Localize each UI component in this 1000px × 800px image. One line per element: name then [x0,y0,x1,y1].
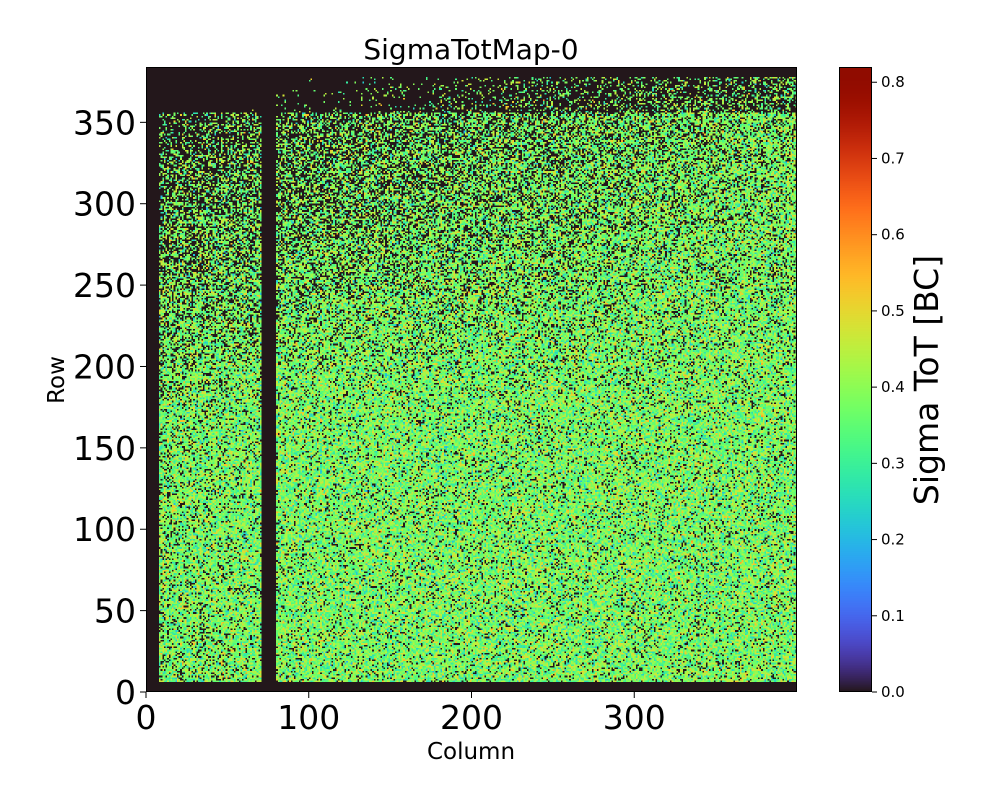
colorbar-tick-label: 0.3 [881,454,905,472]
colorbar-frame [839,67,872,692]
colorbar-tick-label: 0.1 [881,607,905,625]
colorbar-tick-label: 0.7 [881,149,905,167]
colorbar-gradient [839,67,872,692]
colorbar-tick-label: 0.2 [881,531,905,549]
colorbar-ticks: 0.0 0.1 0.2 0.3 0.4 0.5 0.6 0.7 0.8 [872,73,905,701]
y-tick-label: 350 [73,103,136,142]
x-tick-label: 300 [603,698,666,737]
x-tick-label: 100 [277,698,340,737]
colorbar-tick-label: 0.8 [881,73,905,91]
y-tick-label: 50 [94,592,136,631]
colorbar-label: Sigma ToT [BC] [907,255,946,505]
y-tick-label: 0 [115,673,136,712]
y-tick-label: 150 [73,429,136,468]
y-tick-label: 100 [73,510,136,549]
plot-frame [146,67,797,692]
y-tick-label: 200 [73,347,136,386]
colorbar-tick-label: 0.6 [881,226,905,244]
y-axis-label: Row [44,356,70,404]
y-axis-ticks: 0 50 100 150 200 250 300 350 [73,103,146,712]
chart-title: SigmaTotMap-0 [363,33,578,66]
x-axis-label: Column [427,739,515,765]
heatmap-image [146,67,797,692]
x-tick-label: 0 [136,698,157,737]
y-tick-label: 250 [73,266,136,305]
colorbar-tick-label: 0.5 [881,302,905,320]
y-tick-label: 300 [73,185,136,224]
colorbar-tick-label: 0.4 [881,378,905,396]
colorbar-tick-label: 0.0 [881,683,905,701]
x-tick-label: 200 [440,698,503,737]
x-axis-ticks: 0 100 200 300 [136,692,666,737]
